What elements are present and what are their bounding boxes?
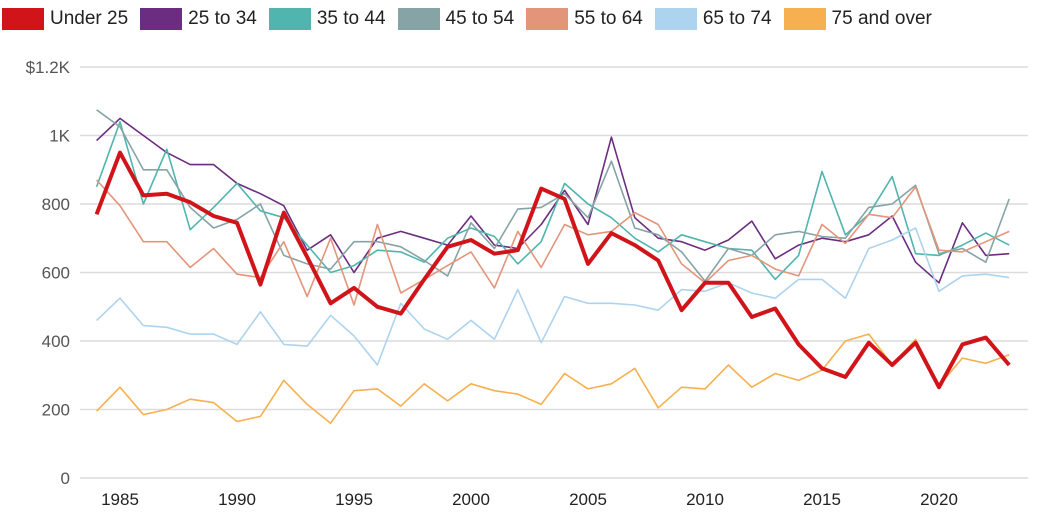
y-tick-label: 200: [42, 401, 70, 420]
legend-swatch: [783, 8, 826, 30]
series-line-55-to-64: [96, 179, 1010, 306]
y-tick-label: 1K: [49, 127, 70, 146]
legend-swatch: [140, 8, 183, 30]
legend-item[interactable]: 75 and over: [783, 8, 932, 30]
x-tick-label: 1985: [101, 490, 139, 509]
y-tick-label: 400: [42, 332, 70, 351]
legend-item[interactable]: 25 to 34: [140, 8, 257, 30]
x-tick-label: 2015: [803, 490, 841, 509]
legend-label: 25 to 34: [188, 8, 257, 29]
series-line-75-and-over: [96, 333, 1010, 425]
legend-label: 75 and over: [831, 8, 932, 29]
y-tick-label: 800: [42, 195, 70, 214]
x-tick-label: 2010: [686, 490, 724, 509]
legend-label: 35 to 44: [316, 8, 386, 29]
legend-label: 55 to 64: [574, 8, 643, 29]
x-tick-label: 2020: [920, 490, 958, 509]
legend-label: 45 to 54: [445, 8, 515, 29]
series-line-35-to-44: [95, 121, 1010, 281]
series-line-45-to-54: [96, 109, 1010, 282]
y-tick-label: $1.2K: [26, 58, 71, 77]
y-tick-label: 0: [61, 469, 70, 488]
legend-label: 65 to 74: [702, 8, 772, 29]
x-tick-label: 1990: [218, 490, 256, 509]
legend-item[interactable]: Under 25: [2, 8, 128, 30]
x-tick-label: 2005: [569, 490, 607, 509]
legend-swatch: [654, 8, 697, 30]
legend-item[interactable]: 35 to 44: [268, 8, 386, 30]
legend-swatch: [268, 8, 311, 30]
legend-item[interactable]: 55 to 64: [526, 8, 643, 30]
legend-label: Under 25: [50, 8, 129, 29]
x-tick-label: 2000: [452, 490, 490, 509]
legend-item[interactable]: 45 to 54: [397, 8, 515, 30]
x-tick-label: 1995: [335, 490, 373, 509]
series-line-65-to-74: [96, 227, 1010, 366]
legend-swatch: [526, 8, 569, 30]
y-tick-label: 600: [42, 264, 70, 283]
legend-item[interactable]: 65 to 74: [654, 8, 772, 30]
series-line-25-to-34: [96, 117, 1010, 284]
series-line-under-25: [94, 150, 1011, 390]
legend-swatch: [397, 8, 440, 30]
legend-swatch: [2, 8, 44, 30]
legend: Under 25 25 to 34 35 to 44 45 to 54 55 to 64…: [2, 6, 944, 32]
